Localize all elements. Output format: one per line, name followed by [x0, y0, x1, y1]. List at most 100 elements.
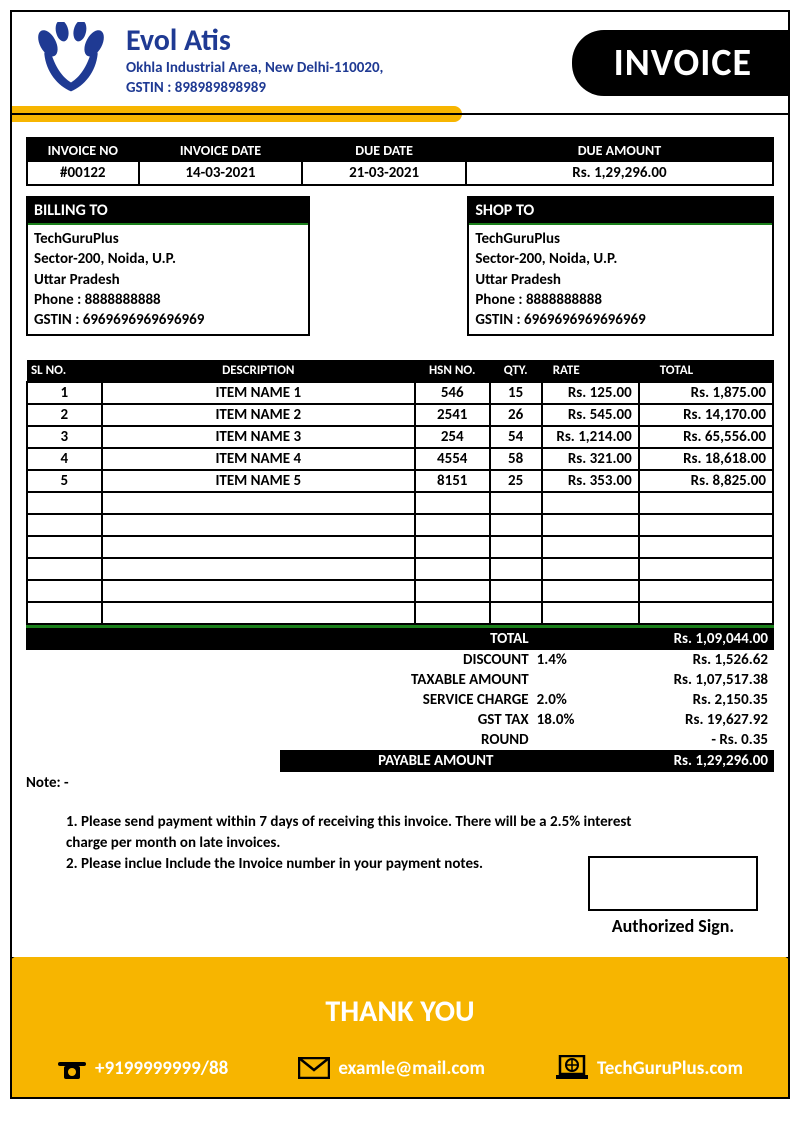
cell-qty: 15 — [490, 382, 542, 404]
parties: BILLING TO TechGuruPlus Sector-200, Noid… — [26, 196, 774, 336]
meta-val-amt: Rs. 1,29,296.00 — [467, 162, 772, 184]
billing-block: BILLING TO TechGuruPlus Sector-200, Noid… — [26, 196, 310, 336]
billing-header: BILLING TO — [28, 198, 308, 225]
cell-sl: 4 — [27, 448, 102, 470]
cell-hsn: 8151 — [415, 470, 490, 492]
laurel-logo-icon — [26, 22, 116, 102]
items-table: SL NO. DESCRIPTION HSN NO. QTY. RATE TOT… — [26, 360, 774, 625]
company-block: Evol Atis Okhla Industrial Area, New Del… — [126, 22, 383, 98]
thank-you: THANK YOU — [12, 993, 788, 1030]
footer: THANK YOU +9199999999/88 examle@mail.com… — [12, 957, 788, 1097]
notes-header: Note: - — [26, 774, 774, 792]
service-row: SERVICE CHARGE 2.0% Rs. 2,150.35 — [26, 690, 774, 710]
cell-total: Rs. 18,618.00 — [639, 448, 773, 470]
total-value: Rs. 1,09,044.00 — [594, 628, 774, 650]
service-pct: 2.0% — [535, 690, 595, 710]
table-row: 1ITEM NAME 154615Rs. 125.00Rs. 1,875.00 — [27, 382, 773, 404]
footer-web: TechGuruPlus.com — [555, 1055, 743, 1081]
totals-block: TOTAL Rs. 1,09,044.00 DISCOUNT 1.4% Rs. … — [26, 625, 774, 772]
billing-phone: Phone : 8888888888 — [34, 290, 302, 310]
table-row-empty — [27, 558, 773, 580]
shipping-block: SHOP TO TechGuruPlus Sector-200, Noida, … — [467, 196, 774, 336]
cell-total: Rs. 1,875.00 — [639, 382, 773, 404]
total-row: TOTAL Rs. 1,09,044.00 — [26, 625, 774, 650]
footer-email-text: examle@mail.com — [338, 1057, 485, 1080]
company-name: Evol Atis — [126, 22, 383, 59]
cell-desc: ITEM NAME 2 — [102, 404, 415, 426]
billing-line1: Sector-200, Noida, U.P. — [34, 249, 302, 269]
table-row: 2ITEM NAME 2254126Rs. 545.00Rs. 14,170.0… — [27, 404, 773, 426]
footer-phone: +9199999999/88 — [57, 1055, 228, 1081]
col-desc: DESCRIPTION — [102, 360, 415, 382]
shipping-line2: Uttar Pradesh — [475, 270, 766, 290]
table-row-empty — [27, 580, 773, 602]
gst-row: GST TAX 18.0% Rs. 19,627.92 — [26, 710, 774, 730]
billing-line2: Uttar Pradesh — [34, 270, 302, 290]
header-divider — [12, 113, 788, 115]
payable-value: Rs. 1,29,296.00 — [591, 750, 774, 772]
footer-phone-text: +9199999999/88 — [95, 1057, 228, 1080]
invoice-badge: INVOICE — [572, 30, 788, 96]
taxable-value: Rs. 1,07,517.38 — [594, 670, 774, 690]
service-value: Rs. 2,150.35 — [594, 690, 774, 710]
cell-total: Rs. 65,556.00 — [639, 426, 773, 448]
signature-block: Authorized Sign. — [588, 856, 758, 937]
cell-desc: ITEM NAME 3 — [102, 426, 415, 448]
cell-sl: 5 — [27, 470, 102, 492]
cell-desc: ITEM NAME 5 — [102, 470, 415, 492]
cell-rate: Rs. 125.00 — [542, 382, 639, 404]
meta-hdr-date: INVOICE DATE — [140, 139, 304, 162]
company-address: Okhla Industrial Area, New Delhi-110020, — [126, 59, 383, 79]
shipping-line1: Sector-200, Noida, U.P. — [475, 249, 766, 269]
table-row-empty — [27, 602, 773, 624]
meta-hdr-no: INVOICE NO — [28, 139, 140, 162]
meta-val-date: 14-03-2021 — [140, 162, 304, 184]
cell-rate: Rs. 321.00 — [542, 448, 639, 470]
payable-label: PAYABLE AMOUNT — [280, 750, 591, 772]
gst-value: Rs. 19,627.92 — [594, 710, 774, 730]
col-hsn: HSN NO. — [415, 360, 490, 382]
table-row: 4ITEM NAME 4455458Rs. 321.00Rs. 18,618.0… — [27, 448, 773, 470]
discount-row: DISCOUNT 1.4% Rs. 1,526.62 — [26, 650, 774, 670]
phone-icon — [57, 1055, 87, 1081]
cell-desc: ITEM NAME 1 — [102, 382, 415, 404]
col-rate: RATE — [542, 360, 639, 382]
cell-sl: 1 — [27, 382, 102, 404]
table-row-empty — [27, 536, 773, 558]
billing-gstin: GSTIN : 6969696969696969 — [34, 310, 302, 330]
meta-val-due: 21-03-2021 — [303, 162, 467, 184]
round-value: - Rs. 0.35 — [594, 730, 774, 750]
discount-label: DISCOUNT — [26, 650, 535, 670]
cell-rate: Rs. 545.00 — [542, 404, 639, 426]
cell-rate: Rs. 1,214.00 — [542, 426, 639, 448]
col-sl: SL NO. — [27, 360, 102, 382]
cell-sl: 2 — [27, 404, 102, 426]
cell-qty: 54 — [490, 426, 542, 448]
gst-label: GST TAX — [26, 710, 535, 730]
shipping-gstin: GSTIN : 6969696969696969 — [475, 310, 766, 330]
cell-sl: 3 — [27, 426, 102, 448]
discount-pct: 1.4% — [535, 650, 595, 670]
meta-val-no: #00122 — [28, 162, 140, 184]
meta-hdr-due: DUE DATE — [303, 139, 467, 162]
gst-pct: 18.0% — [535, 710, 595, 730]
meta-hdr-amt: DUE AMOUNT — [467, 139, 772, 162]
shipping-phone: Phone : 8888888888 — [475, 290, 766, 310]
cell-rate: Rs. 353.00 — [542, 470, 639, 492]
cell-qty: 25 — [490, 470, 542, 492]
footer-email: examle@mail.com — [298, 1057, 485, 1080]
cell-hsn: 546 — [415, 382, 490, 404]
cell-total: Rs. 8,825.00 — [639, 470, 773, 492]
discount-value: Rs. 1,526.62 — [594, 650, 774, 670]
shipping-name: TechGuruPlus — [475, 229, 766, 249]
invoice-page: Evol Atis Okhla Industrial Area, New Del… — [10, 10, 790, 1099]
cell-desc: ITEM NAME 4 — [102, 448, 415, 470]
service-label: SERVICE CHARGE — [26, 690, 535, 710]
cell-total: Rs. 14,170.00 — [639, 404, 773, 426]
taxable-row: TAXABLE AMOUNT Rs. 1,07,517.38 — [26, 670, 774, 690]
invoice-meta: INVOICE NO INVOICE DATE DUE DATE DUE AMO… — [26, 137, 774, 186]
mail-icon — [298, 1057, 330, 1079]
shipping-header: SHOP TO — [469, 198, 772, 225]
table-row-empty — [27, 492, 773, 514]
billing-name: TechGuruPlus — [34, 229, 302, 249]
